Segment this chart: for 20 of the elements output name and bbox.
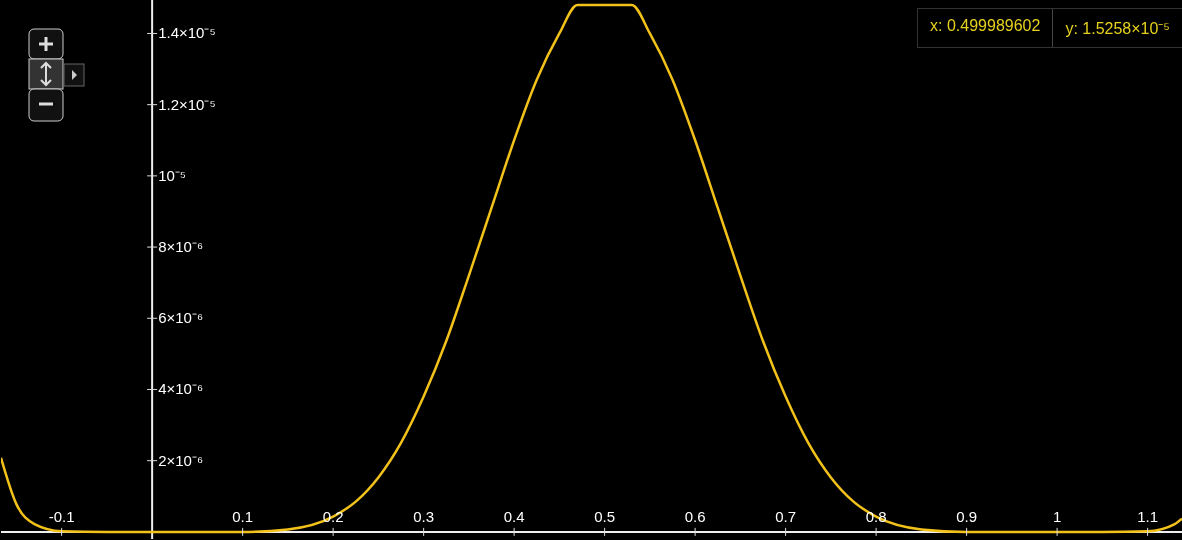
y-tick-label: 2×10⁻⁶: [158, 451, 204, 469]
x-tick-label: 0.1: [232, 507, 254, 525]
line-series: [1, 3, 1182, 534]
x-tick-label: 0.7: [775, 507, 797, 525]
y-tick-label: 10⁻⁵: [158, 166, 187, 184]
x-tick-label: 0.6: [684, 507, 706, 525]
x-tick-label: 0.9: [956, 507, 978, 525]
x-tick-label: 0.3: [413, 507, 435, 525]
y-tick-label: 8×10⁻⁶: [158, 238, 204, 256]
y-tick-label: 4×10⁻⁶: [158, 380, 204, 398]
x-tick-label: 0.4: [503, 507, 525, 525]
y-tick-label: 6×10⁻⁶: [158, 309, 204, 327]
x-tick-label: 1: [1052, 507, 1062, 525]
y-tick-label: 1.4×10⁻⁵: [158, 24, 216, 42]
y-tick-label: 1.2×10⁻⁵: [158, 95, 216, 113]
x-tick-label: -0.1: [48, 507, 75, 525]
x-tick-label: 0.5: [594, 507, 616, 525]
annotation: y: 1.5258×10⁻⁵: [1052, 9, 1182, 47]
annotation: x: 0.499989602: [929, 16, 1042, 36]
x-tick-label: 1.1: [1137, 507, 1159, 525]
